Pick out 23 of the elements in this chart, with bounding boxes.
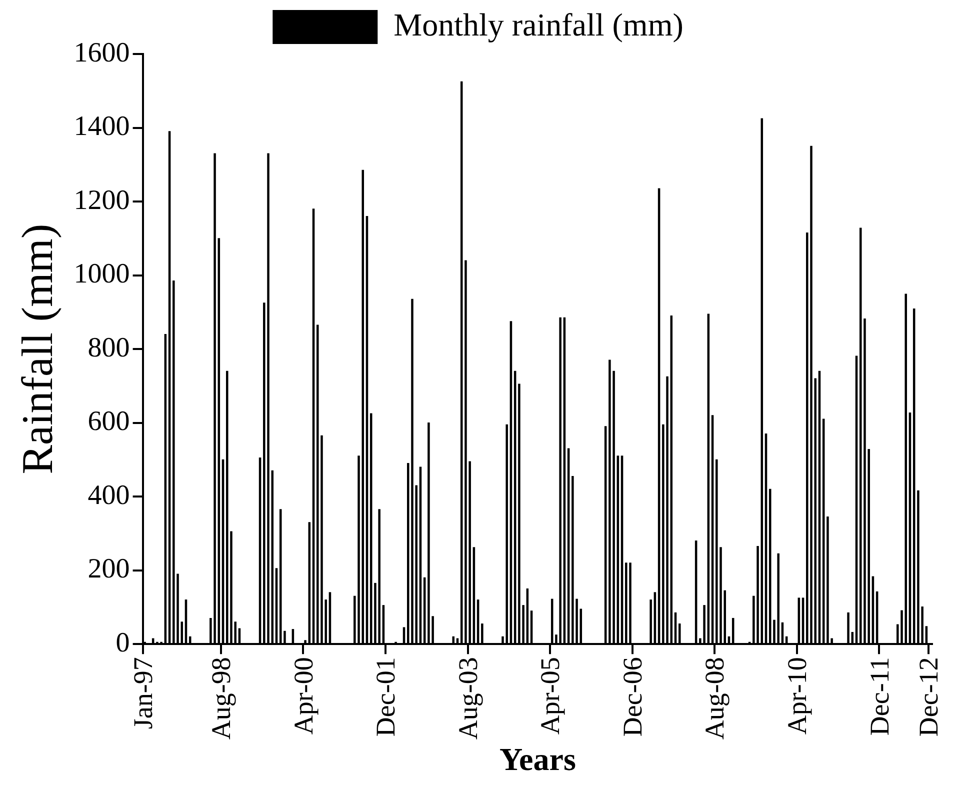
x-tick-label: Aug-98 xyxy=(206,657,236,740)
x-tick-label: Apr-00 xyxy=(288,657,318,735)
x-tick-label: Aug-08 xyxy=(700,657,730,740)
x-tick-label: Apr-10 xyxy=(782,657,812,735)
legend-label: Monthly rainfall (mm) xyxy=(394,6,684,42)
x-tick-label: Apr-05 xyxy=(535,657,566,735)
x-axis-title: Years xyxy=(499,741,576,778)
y-tick-label: 400 xyxy=(88,480,130,511)
x-tick-label: Dec-12 xyxy=(914,657,944,737)
x-tick-label: Dec-11 xyxy=(864,657,894,736)
y-axis-title: Rainfall (mm) xyxy=(12,224,62,474)
y-tick-label: 1200 xyxy=(74,184,130,216)
x-tick-label: Jan-97 xyxy=(128,657,158,730)
y-tick-label: 200 xyxy=(88,554,130,585)
x-tick-label: Dec-01 xyxy=(370,657,401,737)
y-tick-label: 1600 xyxy=(74,37,130,68)
x-tick-label: Dec-06 xyxy=(617,657,648,737)
x-tick-label: Aug-03 xyxy=(452,657,483,740)
y-tick-label: 1400 xyxy=(74,111,130,142)
y-tick-label: 600 xyxy=(88,406,130,438)
y-tick-label: 800 xyxy=(88,332,130,364)
y-tick-label: 1000 xyxy=(74,258,130,290)
y-tick-label: 0 xyxy=(116,627,130,658)
